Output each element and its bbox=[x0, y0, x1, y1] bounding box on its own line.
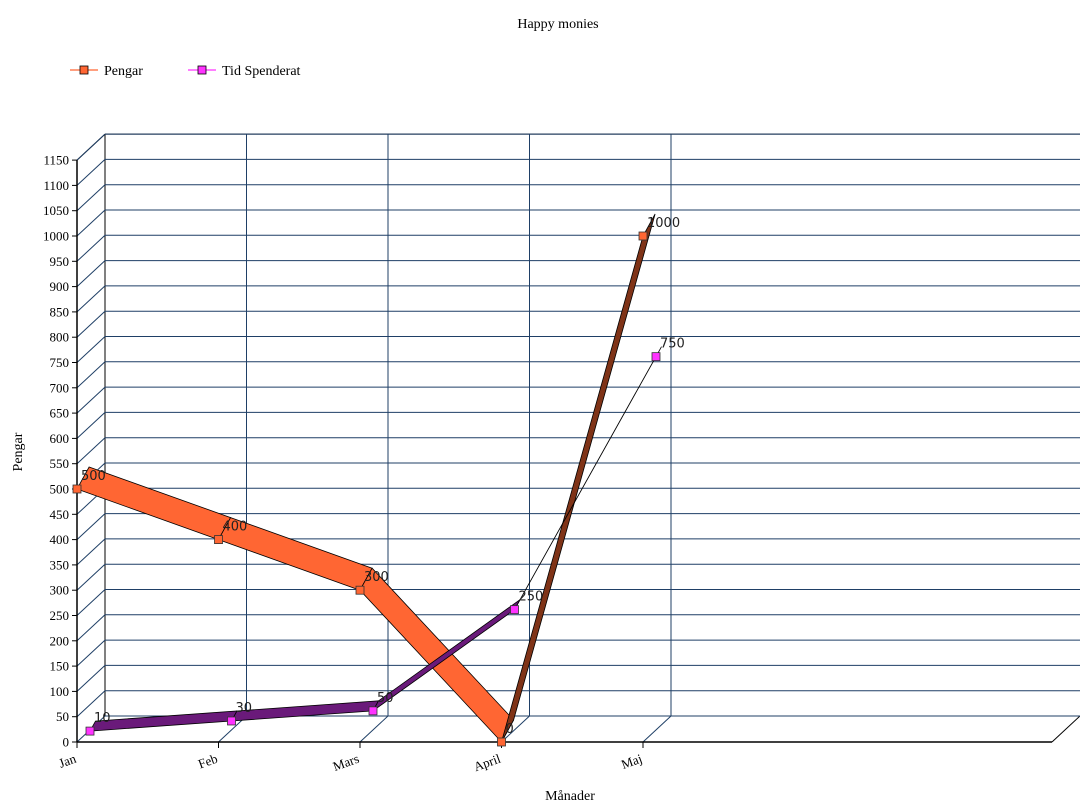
legend-label: Pengar bbox=[104, 64, 143, 79]
gridline-depth bbox=[76, 285, 106, 313]
y-tick-label: 700 bbox=[50, 380, 70, 395]
series-0-point bbox=[214, 535, 223, 544]
gridline-depth bbox=[76, 159, 106, 186]
gridline-depth bbox=[76, 513, 106, 540]
series-0-data-label: 300 bbox=[364, 570, 389, 585]
series-1-segment bbox=[514, 346, 662, 610]
y-tick-label: 1150 bbox=[43, 153, 69, 168]
y-tick-label: 850 bbox=[50, 304, 70, 319]
legend-swatch-marker bbox=[79, 65, 89, 75]
gridline-depth bbox=[76, 133, 106, 161]
y-tick-label: 550 bbox=[50, 456, 70, 471]
gridline-depth bbox=[76, 209, 106, 237]
gridline-depth bbox=[76, 538, 106, 566]
gridline-floor bbox=[359, 715, 389, 743]
series-markers bbox=[72, 231, 661, 747]
y-tick-label: 200 bbox=[50, 633, 70, 648]
y-tick-label: 500 bbox=[50, 482, 70, 497]
y-tick-label: 600 bbox=[50, 431, 70, 446]
y-tick-label: 1100 bbox=[43, 178, 69, 193]
gridline-depth bbox=[76, 639, 106, 667]
gridline-depth bbox=[76, 310, 106, 338]
series-1-data-label: 750 bbox=[660, 337, 685, 352]
gridline-depth bbox=[76, 412, 106, 439]
series-0-point bbox=[355, 585, 365, 595]
y-tick-label: 900 bbox=[50, 279, 70, 294]
y-tick-label: 400 bbox=[50, 532, 70, 547]
series-1-segment bbox=[89, 710, 238, 732]
gridline-depth bbox=[76, 563, 106, 591]
series-1-data-label: 10 bbox=[94, 711, 111, 726]
gridline-floor bbox=[642, 715, 672, 743]
y-tick-label: 50 bbox=[56, 709, 69, 724]
gridline-depth bbox=[76, 690, 106, 718]
y-tick-label: 650 bbox=[50, 406, 70, 421]
depth-edge-floor bbox=[1051, 715, 1080, 743]
legend: Pengar Tid Spenderat bbox=[70, 64, 301, 79]
gridline-depth bbox=[76, 386, 106, 414]
series-0-data-label: 0 bbox=[506, 722, 514, 737]
x-tick-label: Mars bbox=[331, 751, 361, 774]
series-0-point bbox=[497, 737, 506, 747]
y-axis: 0 50 100 150 200 250 300 350 400 450 500 550 600 650 7… bbox=[43, 153, 78, 750]
y-tick-label: 0 bbox=[63, 735, 70, 750]
series-0-segment bbox=[501, 213, 656, 743]
y-tick-label: 150 bbox=[50, 659, 70, 674]
series-1-data-label: 30 bbox=[236, 701, 253, 716]
legend-swatch-marker bbox=[197, 65, 207, 75]
y-tick-label: 100 bbox=[50, 684, 70, 699]
series-1-point bbox=[368, 706, 378, 716]
gridline-depth bbox=[76, 234, 106, 262]
x-tick-label: April bbox=[472, 751, 503, 775]
y-tick-label: 950 bbox=[50, 254, 70, 269]
gridline-depth bbox=[76, 260, 106, 287]
series-0-data-label: 400 bbox=[223, 520, 248, 535]
series-1-point bbox=[227, 716, 236, 726]
series-1-point bbox=[85, 726, 95, 736]
x-axis: Jan Feb Mars April Maj bbox=[57, 741, 1052, 775]
y-tick-label: 800 bbox=[50, 330, 70, 345]
series-0-point bbox=[638, 231, 648, 241]
series-0-data-label: 1000 bbox=[647, 216, 680, 231]
y-tick-label: 750 bbox=[50, 355, 70, 370]
legend-label: Tid Spenderat bbox=[222, 64, 301, 79]
x-tick-label: Jan bbox=[57, 751, 79, 771]
chart-title: Happy monies bbox=[517, 17, 598, 32]
y-tick-label: 1050 bbox=[43, 203, 69, 218]
data-labels: 500 400 300 0 1000 10 30 50 250 750 bbox=[81, 216, 685, 737]
gridline-depth bbox=[76, 614, 106, 642]
y-tick-label: 1000 bbox=[43, 229, 69, 244]
series-1-data-label: 50 bbox=[377, 691, 394, 706]
x-axis-label: Månader bbox=[545, 789, 595, 803]
gridline-depth bbox=[76, 665, 106, 692]
series-0-data-label: 500 bbox=[81, 469, 106, 484]
y-tick-label: 450 bbox=[50, 507, 70, 522]
series-0-point bbox=[72, 484, 82, 494]
gridline-depth bbox=[76, 184, 106, 212]
gridline-depth bbox=[76, 589, 106, 616]
y-tick-label: 250 bbox=[50, 608, 70, 623]
gridline-depth bbox=[76, 361, 106, 389]
x-tick-label: Feb bbox=[196, 751, 219, 772]
gridline-depth bbox=[76, 336, 106, 363]
y-tick-label: 300 bbox=[50, 583, 70, 598]
series-ribbons bbox=[76, 213, 662, 743]
y-axis-label: Pengar bbox=[11, 432, 26, 471]
series-1-point bbox=[651, 352, 661, 362]
grid bbox=[76, 133, 1080, 743]
gridline-depth bbox=[76, 437, 106, 465]
series-1-segment bbox=[230, 700, 380, 722]
series-1-data-label: 250 bbox=[519, 590, 544, 605]
gridline-floor bbox=[501, 715, 530, 743]
series-1-point bbox=[510, 605, 519, 615]
x-tick-label: Maj bbox=[619, 751, 644, 772]
y-tick-label: 350 bbox=[50, 557, 70, 572]
